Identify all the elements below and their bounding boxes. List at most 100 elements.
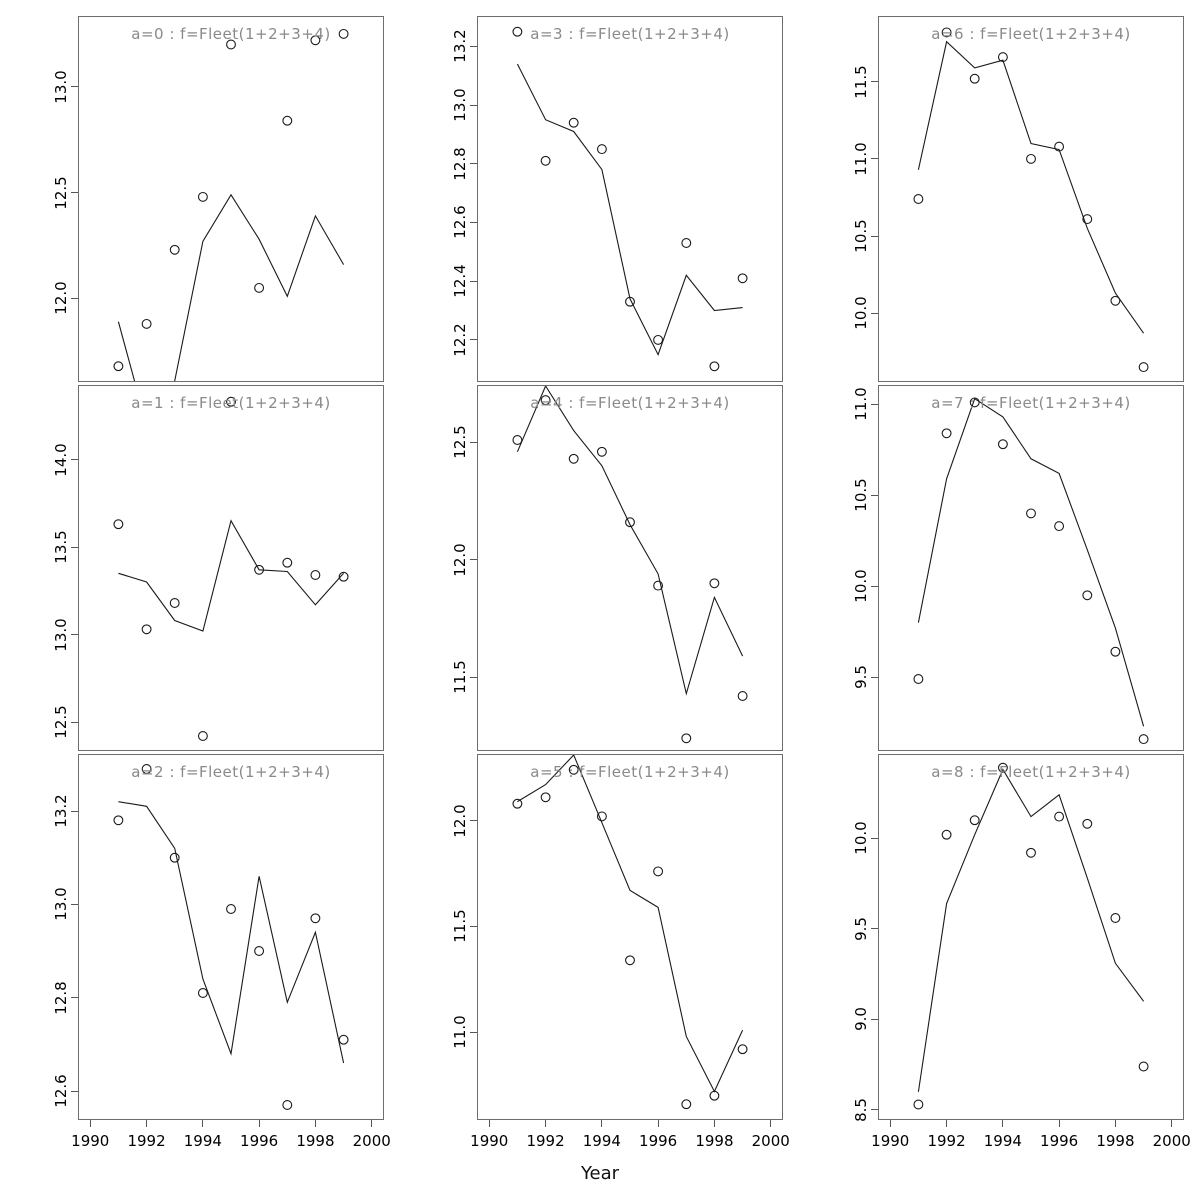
y-tick-mark xyxy=(470,441,477,443)
y-tick-label: 12.0 xyxy=(451,803,469,838)
data-point xyxy=(997,762,1008,773)
data-point xyxy=(512,798,523,809)
x-tick-mark xyxy=(601,1120,603,1127)
x-tick-mark xyxy=(146,1120,148,1127)
y-tick-label: 12.8 xyxy=(451,147,469,181)
y-tick-mark xyxy=(470,163,477,165)
y-tick-mark xyxy=(871,837,878,839)
x-tick-mark xyxy=(371,1120,373,1127)
data-point xyxy=(226,904,236,914)
x-tick-mark xyxy=(1114,1120,1116,1127)
data-point xyxy=(709,578,720,589)
y-tick-mark xyxy=(871,81,878,83)
y-tick-mark xyxy=(71,634,78,635)
data-point xyxy=(941,829,952,840)
x-tick-mark xyxy=(889,1120,891,1127)
y-tick-mark xyxy=(470,104,477,106)
panel-a7 xyxy=(878,385,1184,751)
y-tick-mark xyxy=(470,1031,477,1033)
data-point xyxy=(1110,295,1121,306)
fit-line xyxy=(917,397,1145,727)
y-tick-label: 12.6 xyxy=(52,1074,70,1108)
x-tick-label: 2000 xyxy=(751,1132,790,1150)
y-tick-mark xyxy=(71,546,78,548)
panel-a3 xyxy=(477,16,783,382)
data-point xyxy=(1082,214,1093,225)
data-point xyxy=(1082,818,1093,829)
fit-line xyxy=(118,519,345,632)
y-tick-label: 9.5 xyxy=(852,916,870,941)
y-tick-mark xyxy=(71,903,78,905)
data-point xyxy=(681,238,692,248)
y-tick-label: 11.0 xyxy=(451,1015,469,1049)
y-tick-mark xyxy=(71,810,78,812)
x-tick-label: 1992 xyxy=(526,1132,565,1150)
x-tick-mark xyxy=(89,1120,91,1127)
y-tick-label: 11.5 xyxy=(451,909,469,944)
y-tick-label: 9.0 xyxy=(852,1007,870,1032)
y-tick-mark xyxy=(470,925,477,927)
data-point xyxy=(969,397,980,408)
y-tick-mark xyxy=(71,1090,78,1092)
y-tick-label: 12.5 xyxy=(451,425,469,460)
data-point xyxy=(941,27,952,38)
y-tick-mark xyxy=(871,494,878,496)
y-tick-mark xyxy=(71,86,78,88)
x-tick-label: 1990 xyxy=(871,1132,910,1150)
data-point xyxy=(282,557,293,568)
data-point xyxy=(197,191,208,202)
fit-line xyxy=(516,63,743,356)
x-tick-label: 1996 xyxy=(1040,1132,1079,1150)
y-tick-label: 13.0 xyxy=(52,70,70,104)
x-tick-label: 1998 xyxy=(695,1132,734,1150)
panel-a6 xyxy=(878,16,1184,382)
y-tick-mark xyxy=(470,820,477,822)
data-point xyxy=(653,334,664,345)
data-point xyxy=(113,361,124,372)
data-point xyxy=(338,28,349,39)
y-tick-label: 11.5 xyxy=(852,65,870,99)
data-point xyxy=(540,395,551,406)
x-tick-label: 1994 xyxy=(183,1132,222,1150)
y-tick-label: 12.0 xyxy=(451,543,469,577)
x-tick-label: 1990 xyxy=(470,1132,509,1150)
y-tick-mark xyxy=(71,192,78,194)
panel-a8 xyxy=(878,754,1184,1120)
x-tick-label: 1994 xyxy=(983,1132,1022,1150)
x-tick-label: 1996 xyxy=(639,1132,678,1150)
y-tick-label: 13.2 xyxy=(52,794,70,828)
data-point xyxy=(737,1044,748,1055)
data-point xyxy=(310,35,321,46)
x-tick-mark xyxy=(713,1120,715,1127)
data-point xyxy=(969,815,980,826)
y-tick-mark xyxy=(470,45,477,47)
x-tick-mark xyxy=(946,1120,948,1127)
y-tick-mark xyxy=(871,585,878,587)
data-point xyxy=(1054,811,1065,822)
x-tick-mark xyxy=(314,1120,316,1127)
y-tick-label: 10.5 xyxy=(852,478,870,512)
data-point xyxy=(226,396,236,407)
y-tick-label: 12.5 xyxy=(52,705,70,739)
data-point xyxy=(338,571,349,582)
y-tick-mark xyxy=(470,676,477,678)
data-point xyxy=(113,519,124,530)
x-tick-mark xyxy=(770,1120,772,1127)
data-point xyxy=(1026,508,1036,519)
y-tick-mark xyxy=(871,403,878,405)
data-point xyxy=(338,1034,349,1045)
data-point xyxy=(169,852,180,863)
y-tick-mark xyxy=(871,235,878,237)
x-tick-mark xyxy=(258,1120,260,1127)
fit-line xyxy=(516,386,744,696)
panel-a0 xyxy=(78,16,384,382)
y-tick-label: 13.0 xyxy=(52,887,70,922)
data-point xyxy=(681,733,692,744)
data-point xyxy=(625,955,635,966)
data-point xyxy=(709,1090,720,1101)
y-tick-label: 13.0 xyxy=(451,88,469,122)
data-point xyxy=(1054,521,1065,532)
y-tick-label: 14.0 xyxy=(52,442,70,477)
data-point xyxy=(254,282,265,293)
